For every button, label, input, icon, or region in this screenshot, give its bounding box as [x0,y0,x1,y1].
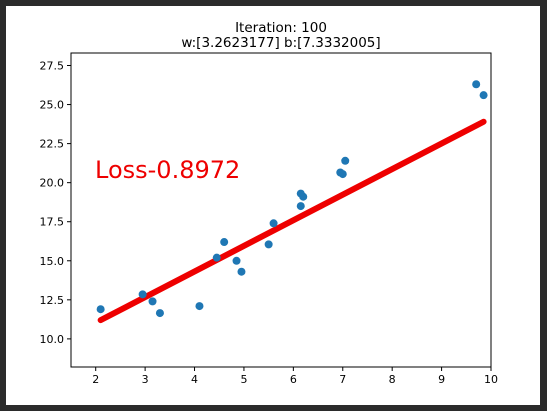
chart-figure: Iteration: 100 w:[3.2623177] b:[7.333200… [6,6,540,405]
y-tick-label: 22.5 [40,138,65,151]
x-tick-label: 3 [142,373,149,386]
data-point-9 [237,267,246,276]
y-tick-label: 15.0 [40,255,65,268]
x-tick-label: 2 [92,373,99,386]
fit-line [97,118,487,324]
data-point-5 [195,302,204,311]
y-tick-label: 10.0 [40,333,65,346]
x-tick-label: 5 [240,373,247,386]
data-point-19 [479,91,488,100]
scatter-chart: Iteration: 100 w:[3.2623177] b:[7.333200… [40,20,499,386]
data-point-11 [269,219,278,228]
plot-area [70,52,492,368]
data-point-8 [232,256,241,265]
y-tick-label: 25.0 [40,99,65,112]
data-point-14 [296,202,305,211]
data-point-1 [96,305,105,314]
data-point-6 [212,253,221,262]
data-point-2 [138,290,147,299]
x-tick-label: 6 [290,373,297,386]
y-tick-label: 17.5 [40,216,65,229]
chart-title: Iteration: 100 [235,20,327,36]
data-point-3 [148,297,157,306]
x-tick-label: 8 [389,373,396,386]
data-point-18 [472,80,481,89]
x-tick-label: 4 [191,373,198,386]
chart-subtitle: w:[3.2623177] b:[7.3332005] [181,35,380,51]
x-tick-label: 10 [484,373,498,386]
data-point-16 [338,170,347,179]
data-point-7 [220,238,229,247]
data-point-13 [299,192,308,201]
data-point-17 [341,156,350,165]
y-tick-label: 20.0 [40,177,65,190]
data-point-4 [155,309,164,318]
loss-annotation: Loss-0.8972 [95,156,240,184]
y-tick-label: 27.5 [40,59,65,72]
data-point-10 [264,240,273,249]
x-tick-label: 9 [438,373,445,386]
x-tick-label: 7 [339,373,346,386]
y-tick-label: 12.5 [40,294,65,307]
